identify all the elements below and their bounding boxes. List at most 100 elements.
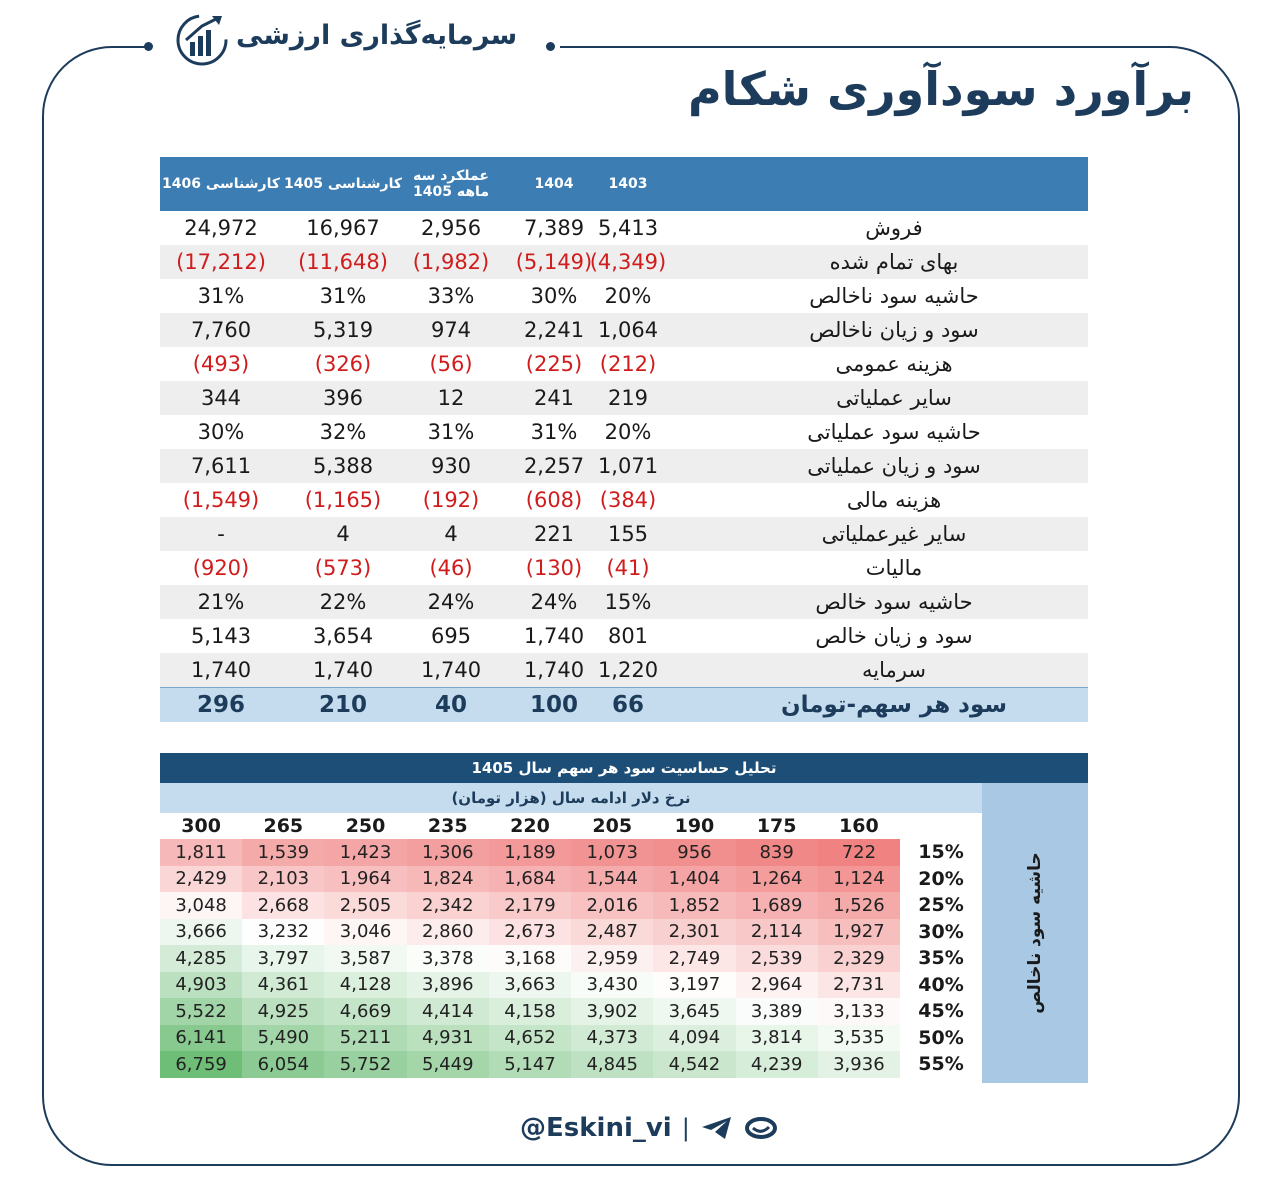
eitaa-icon[interactable] <box>744 1115 778 1141</box>
sensitivity-cell: 3,896 <box>406 971 489 998</box>
row-label: حاشیه سود ناخالص <box>809 284 979 308</box>
sensitivity-row-header: 25% <box>918 894 964 917</box>
table-row: سود و زیان عملیاتی 1,071 2,257 930 5,388 7,61… <box>160 449 1088 483</box>
table-cell: (573) <box>314 556 372 580</box>
sensitivity-cell: 2,959 <box>571 945 654 972</box>
sensitivity-cell: 2,731 <box>817 971 900 998</box>
eps-cell: 296 <box>196 692 245 718</box>
table-cell: 3,654 <box>312 624 374 648</box>
sensitivity-cell: 3,168 <box>488 945 572 972</box>
table-cell: 5,388 <box>312 454 374 478</box>
sensitivity-col-header: 220 <box>510 815 550 837</box>
table-cell: 1,064 <box>597 318 659 342</box>
sensitivity-row-header: 45% <box>918 1000 964 1023</box>
sensitivity-cell: 1,404 <box>653 865 736 892</box>
table-cell: 2,257 <box>523 454 585 478</box>
sensitivity-cell: 2,749 <box>653 945 736 972</box>
table-cell: 32% <box>319 420 367 444</box>
table-cell: 16,967 <box>306 216 380 240</box>
sensitivity-cell: 6,759 <box>160 1051 243 1078</box>
sensitivity-cell: 2,539 <box>735 945 818 972</box>
page-title: برآورد سودآوری شکام <box>687 62 1194 116</box>
table-cell: 155 <box>607 522 649 546</box>
sensitivity-cell: 1,124 <box>817 865 900 892</box>
sensitivity-cell: 3,535 <box>817 1024 900 1051</box>
table-cell: 801 <box>607 624 649 648</box>
sensitivity-cell: 4,845 <box>571 1051 654 1078</box>
sensitivity-cell: 5,752 <box>324 1051 407 1078</box>
table-cell: 33% <box>427 284 475 308</box>
sensitivity-grid: 160 175 190 205 220 235 250 265 300 15% 722 839 956 1… <box>160 813 982 1083</box>
col-header-est-1406: کارشناسی 1406 <box>162 176 280 192</box>
sensitivity-cell: 4,361 <box>242 971 325 998</box>
table-cell: 1,740 <box>523 624 585 648</box>
sensitivity-cell: 6,054 <box>242 1051 325 1078</box>
sensitivity-col-axis-label: نرخ دلار ادامه سال (هزار تومان) <box>160 783 982 813</box>
sensitivity-cell: 4,652 <box>488 1024 572 1051</box>
table-cell: 344 <box>200 386 242 410</box>
sensitivity-col-header: 250 <box>345 815 386 837</box>
sensitivity-cell: 2,342 <box>406 892 489 919</box>
table-cell: 21% <box>197 590 245 614</box>
table-cell: 396 <box>322 386 364 410</box>
sensitivity-cell: 2,329 <box>817 945 900 972</box>
table-cell: 30% <box>197 420 245 444</box>
table-row: سود و زیان ناخالص 1,064 2,241 974 5,319 7,760 <box>160 313 1088 347</box>
table-cell: 31% <box>319 284 367 308</box>
table-cell: 1,071 <box>597 454 659 478</box>
sensitivity-cell: 5,211 <box>324 1024 407 1051</box>
sensitivity-cell: 3,902 <box>571 998 654 1025</box>
sensitivity-cell: 5,147 <box>488 1051 572 1078</box>
sensitivity-row-header: 20% <box>918 867 964 890</box>
table-cell: 5,319 <box>312 318 374 342</box>
sensitivity-cell: 5,522 <box>160 998 243 1025</box>
table-cell: 7,389 <box>523 216 585 240</box>
profit-estimate-table: 1403 1404 عملکرد سه ماهه 1405 کارشناسی 1… <box>160 157 1088 722</box>
sensitivity-col-header: 190 <box>674 815 715 837</box>
row-label: فروش <box>865 216 923 240</box>
row-label: سود و زیان خالص <box>815 624 973 648</box>
table-cell: 12 <box>437 386 465 410</box>
table-cell: 221 <box>533 522 575 546</box>
sensitivity-cell: 839 <box>735 839 818 866</box>
sensitivity-cell: 3,046 <box>324 918 407 945</box>
sensitivity-cell: 1,539 <box>242 839 325 866</box>
sensitivity-title: تحلیل حساسیت سود هر سهم سال 1405 <box>160 753 1088 783</box>
sensitivity-cell: 1,526 <box>817 892 900 919</box>
table-cell: (5,149) <box>515 250 593 274</box>
table-cell: 974 <box>430 318 472 342</box>
sensitivity-cell: 4,158 <box>488 998 572 1025</box>
eps-label: سود هر سهم-تومان <box>780 692 1008 718</box>
table-row: هزینه مالی (384) (608) (192) (1,165) (1,549) <box>160 483 1088 517</box>
sensitivity-row-axis-label: حاشیه سود ناخالص <box>1025 852 1045 1014</box>
eps-cell: 40 <box>434 692 467 718</box>
table-cell: (46) <box>429 556 473 580</box>
row-label: حاشیه سود عملیاتی <box>807 420 981 444</box>
sensitivity-row-header: 35% <box>918 947 964 970</box>
sensitivity-cell: 1,811 <box>160 839 243 866</box>
sensitivity-cell: 3,645 <box>653 998 736 1025</box>
eps-cell: 66 <box>611 692 644 718</box>
table-cell: 219 <box>607 386 649 410</box>
table-cell: (1,982) <box>412 250 490 274</box>
brand-name: سرمایه‌گذاری ارزشی <box>236 20 518 51</box>
sensitivity-col-header: 235 <box>427 815 468 837</box>
table-cell: (11,648) <box>298 250 388 274</box>
sensitivity-cell: 2,505 <box>324 892 407 919</box>
col-header-1403: 1403 <box>608 176 648 192</box>
table-cell: (1,549) <box>182 488 260 512</box>
sensitivity-cell: 3,936 <box>817 1051 900 1078</box>
chart-growth-logo-icon <box>176 14 228 66</box>
col-header-q1-1405: عملکرد سه ماهه 1405 <box>413 168 489 200</box>
sensitivity-cell: 3,814 <box>735 1024 818 1051</box>
sensitivity-cell: 4,925 <box>242 998 325 1025</box>
eps-cell: 100 <box>529 692 578 718</box>
channel-handle[interactable]: @Eskini_vi <box>520 1113 672 1143</box>
telegram-icon[interactable] <box>700 1115 734 1141</box>
sensitivity-cell: 3,663 <box>488 971 572 998</box>
sensitivity-cell: 2,103 <box>242 865 325 892</box>
sensitivity-cell: 4,542 <box>653 1051 736 1078</box>
sensitivity-cell: 4,285 <box>160 945 243 972</box>
sensitivity-cell: 2,673 <box>488 918 572 945</box>
sensitivity-row-header: 15% <box>918 841 964 864</box>
